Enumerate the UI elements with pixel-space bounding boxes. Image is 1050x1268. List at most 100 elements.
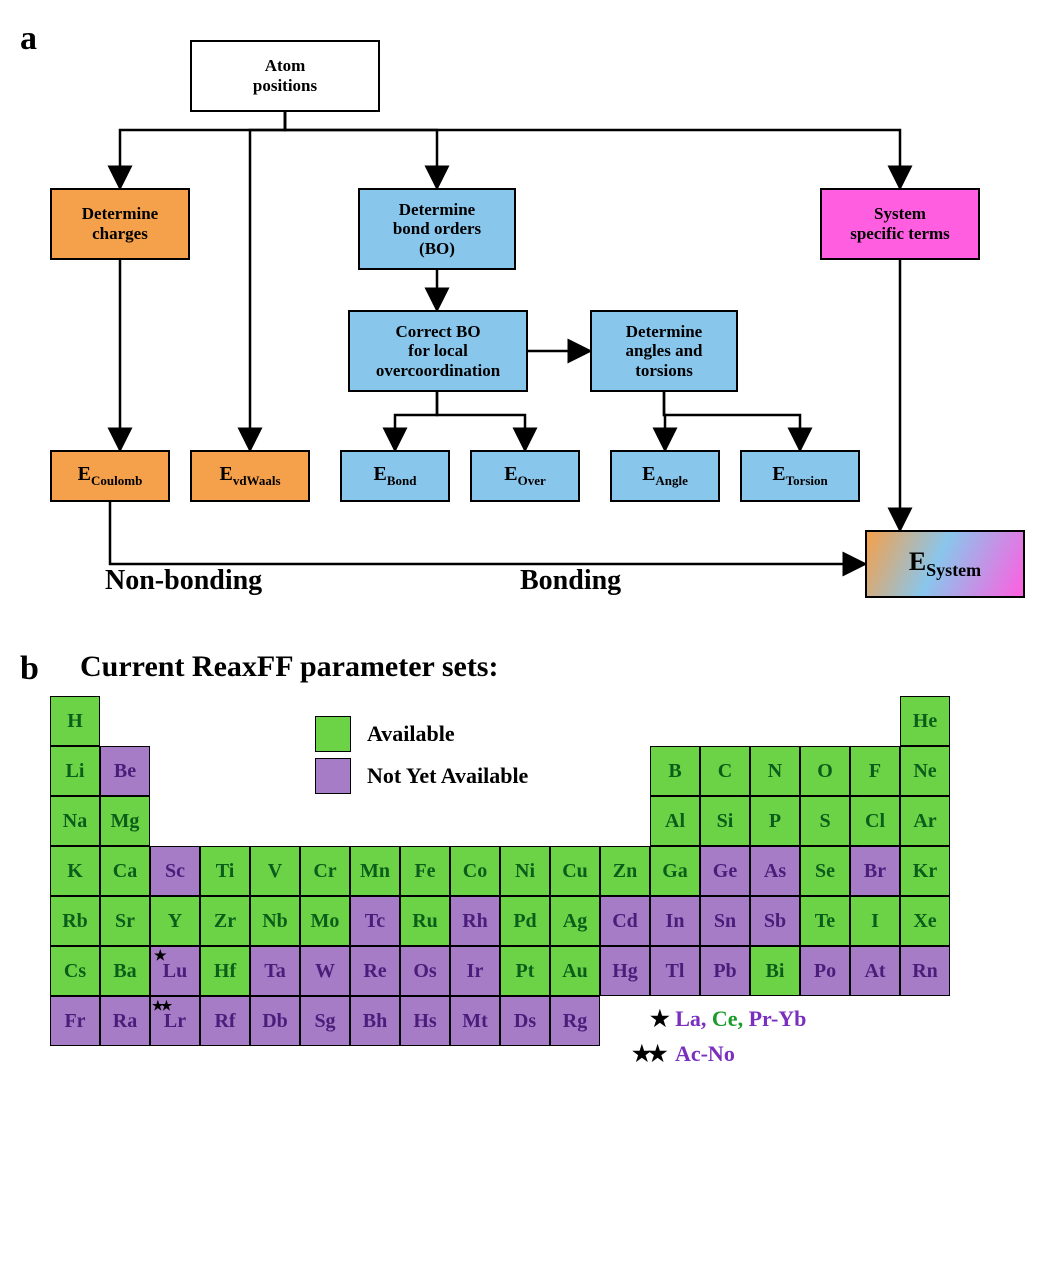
node-text: EBond bbox=[374, 463, 417, 489]
legend-available: Available bbox=[315, 716, 528, 752]
element-Ta: Ta bbox=[250, 946, 300, 996]
star-icon: ★ bbox=[154, 948, 167, 965]
element-F: F bbox=[850, 746, 900, 796]
node-ecoul: ECoulomb bbox=[50, 450, 170, 502]
spacer bbox=[550, 696, 600, 746]
element-Cs: Cs bbox=[50, 946, 100, 996]
node-text: torsions bbox=[635, 361, 693, 381]
node-text: for local bbox=[408, 341, 468, 361]
element-Rn: Rn bbox=[900, 946, 950, 996]
node-eover: EOver bbox=[470, 450, 580, 502]
element-Si: Si bbox=[700, 796, 750, 846]
element-Hs: Hs bbox=[400, 996, 450, 1046]
section-label-bonding: Bonding bbox=[520, 565, 621, 597]
element-Cd: Cd bbox=[600, 896, 650, 946]
node-text: System bbox=[874, 204, 926, 224]
element-Re: Re bbox=[350, 946, 400, 996]
node-bo: Determinebond orders(BO) bbox=[358, 188, 516, 270]
node-text: Correct BO bbox=[395, 322, 480, 342]
node-text: EAngle bbox=[642, 463, 688, 489]
element-Hf: Hf bbox=[200, 946, 250, 996]
legend-not-available: Not Yet Available bbox=[315, 758, 528, 794]
element-Se: Se bbox=[800, 846, 850, 896]
element-C: C bbox=[700, 746, 750, 796]
element-Ne: Ne bbox=[900, 746, 950, 796]
element-Cr: Cr bbox=[300, 846, 350, 896]
node-evdw: EvdWaals bbox=[190, 450, 310, 502]
element-Pd: Pd bbox=[500, 896, 550, 946]
spacer bbox=[650, 696, 700, 746]
spacer bbox=[150, 796, 200, 846]
spacer bbox=[600, 746, 650, 796]
element-Ge: Ge bbox=[700, 846, 750, 896]
node-text: Determine bbox=[399, 200, 475, 220]
element-Ar: Ar bbox=[900, 796, 950, 846]
node-text: ETorsion bbox=[772, 463, 828, 489]
element-Sb: Sb bbox=[750, 896, 800, 946]
node-text: overcoordination bbox=[376, 361, 500, 381]
element-Os: Os bbox=[400, 946, 450, 996]
spacer bbox=[800, 996, 850, 1046]
element-In: In bbox=[650, 896, 700, 946]
element-Nb: Nb bbox=[250, 896, 300, 946]
node-text: Determine bbox=[626, 322, 702, 342]
element-Al: Al bbox=[650, 796, 700, 846]
element-Ni: Ni bbox=[500, 846, 550, 896]
element-P: P bbox=[750, 796, 800, 846]
table-row: CsBaLu★HfTaWReOsIrPtAuHgTlPbBiPoAtRn bbox=[50, 946, 1030, 996]
node-text: Atom bbox=[265, 56, 306, 76]
element-Lr: Lr★★ bbox=[150, 996, 200, 1046]
element-Mg: Mg bbox=[100, 796, 150, 846]
element-Fe: Fe bbox=[400, 846, 450, 896]
element-Ti: Ti bbox=[200, 846, 250, 896]
spacer bbox=[750, 696, 800, 746]
spacer bbox=[700, 696, 750, 746]
element-Ga: Ga bbox=[650, 846, 700, 896]
node-text: ESystem bbox=[909, 547, 981, 581]
node-text: ECoulomb bbox=[78, 463, 143, 489]
element-Be: Be bbox=[100, 746, 150, 796]
element-Zn: Zn bbox=[600, 846, 650, 896]
element-Rh: Rh bbox=[450, 896, 500, 946]
element-K: K bbox=[50, 846, 100, 896]
element-Sn: Sn bbox=[700, 896, 750, 946]
star-icon: ★★ bbox=[152, 998, 169, 1014]
footnote-text: Ac-No bbox=[675, 1041, 735, 1066]
legend-available-label: Available bbox=[367, 721, 455, 747]
element-Db: Db bbox=[250, 996, 300, 1046]
table-row: FrRaLr★★RfDbSgBhHsMtDsRg bbox=[50, 996, 1030, 1046]
section-label-nonbonding: Non-bonding bbox=[105, 565, 262, 597]
element-Ag: Ag bbox=[550, 896, 600, 946]
footnote-1: ★ La, Ce, Pr-Yb bbox=[650, 1006, 806, 1032]
element-Tc: Tc bbox=[350, 896, 400, 946]
node-text: specific terms bbox=[850, 224, 950, 244]
element-Ds: Ds bbox=[500, 996, 550, 1046]
star-icon: ★ bbox=[650, 1006, 670, 1031]
table-row: RbSrYZrNbMoTcRuRhPdAgCdInSnSbTeIXe bbox=[50, 896, 1030, 946]
node-angles: Determineangles andtorsions bbox=[590, 310, 738, 392]
footnote-text: Ce, bbox=[712, 1006, 749, 1031]
node-eangle: EAngle bbox=[610, 450, 720, 502]
spacer bbox=[350, 796, 400, 846]
element-Pt: Pt bbox=[500, 946, 550, 996]
element-I: I bbox=[850, 896, 900, 946]
element-Ca: Ca bbox=[100, 846, 150, 896]
element-Rg: Rg bbox=[550, 996, 600, 1046]
node-text: bond orders bbox=[393, 219, 481, 239]
element-At: At bbox=[850, 946, 900, 996]
node-text: positions bbox=[253, 76, 317, 96]
node-ebond: EBond bbox=[340, 450, 450, 502]
panel-b-label: b bbox=[20, 650, 39, 688]
spacer bbox=[200, 696, 250, 746]
table-row: KCaScTiVCrMnFeCoNiCuZnGaGeAsSeBrKr bbox=[50, 846, 1030, 896]
spacer bbox=[600, 796, 650, 846]
element-B: B bbox=[650, 746, 700, 796]
spacer bbox=[800, 696, 850, 746]
footnote-text: Pr-Yb bbox=[749, 1006, 807, 1031]
element-Cl: Cl bbox=[850, 796, 900, 846]
spacer bbox=[550, 796, 600, 846]
element-Sc: Sc bbox=[150, 846, 200, 896]
element-As: As bbox=[750, 846, 800, 896]
spacer bbox=[200, 746, 250, 796]
spacer bbox=[400, 796, 450, 846]
